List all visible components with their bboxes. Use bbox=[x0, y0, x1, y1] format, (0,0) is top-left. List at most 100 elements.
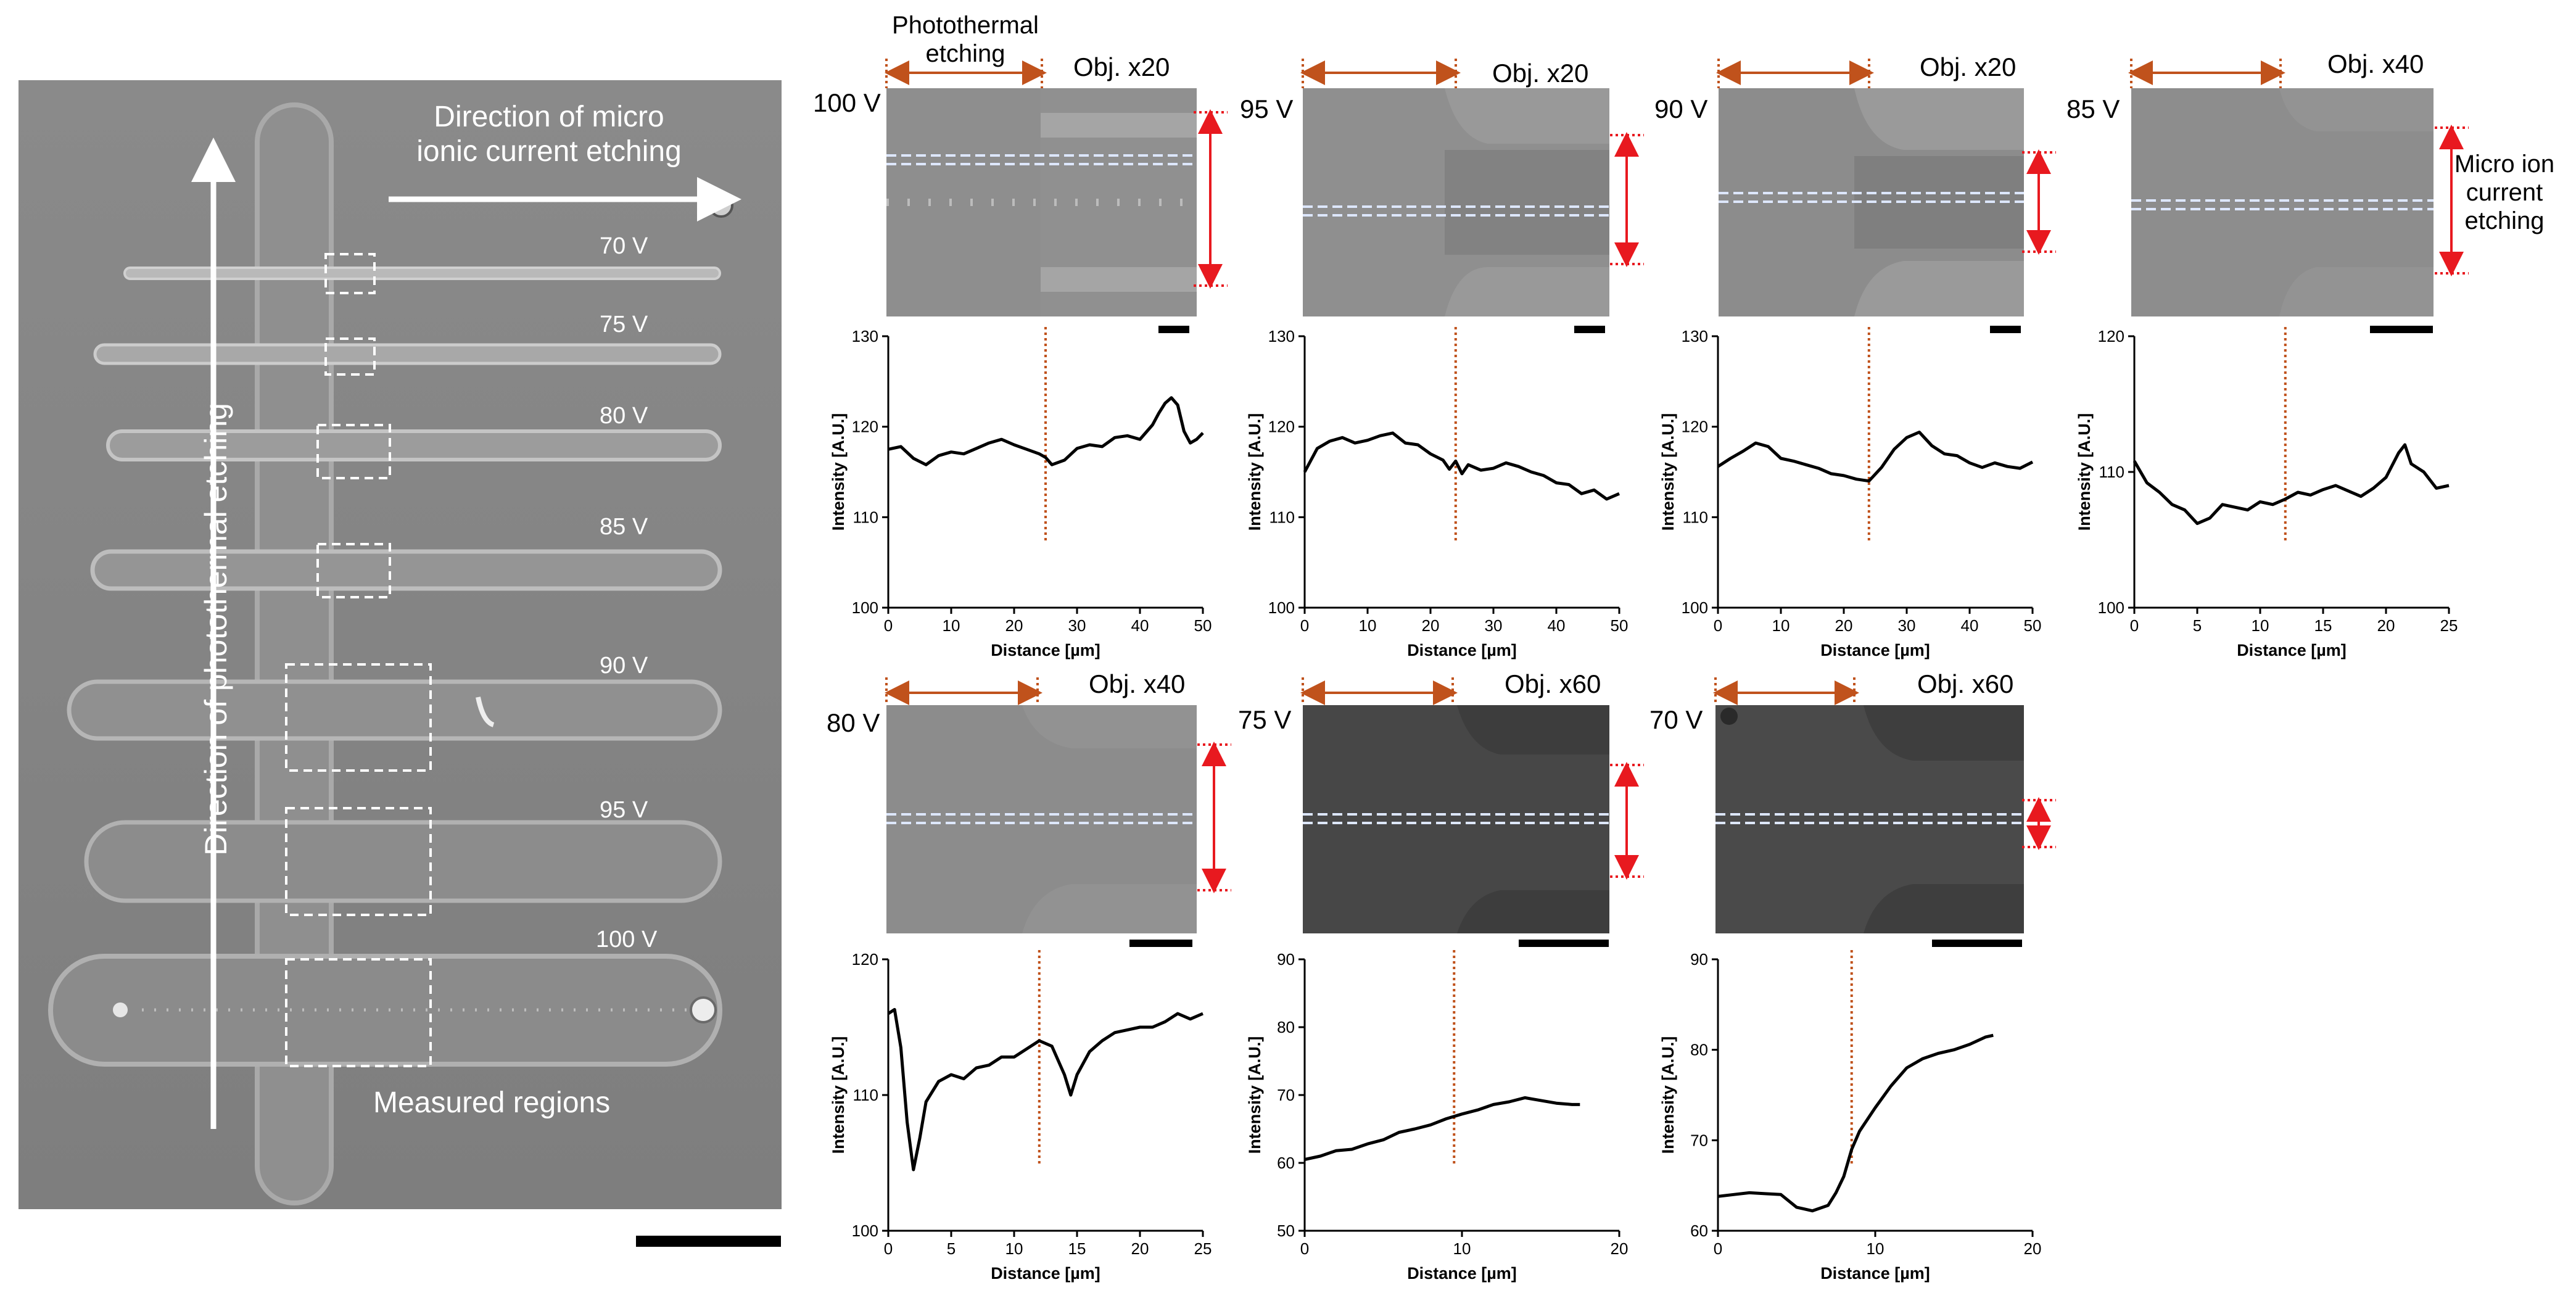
y-axis-label: Intensity [A.U.] bbox=[1659, 1036, 1677, 1154]
overview-label-90v: 90 V bbox=[600, 653, 648, 679]
x-tick-label: 40 bbox=[1131, 616, 1149, 635]
measurement-lines bbox=[886, 154, 2434, 824]
x-tick-label: 10 bbox=[1453, 1239, 1471, 1258]
x-tick-label: 20 bbox=[1611, 1239, 1629, 1258]
y-tick-label: 100 bbox=[852, 1222, 878, 1240]
y-tick-label: 60 bbox=[1277, 1154, 1295, 1172]
y-tick-label: 80 bbox=[1690, 1041, 1708, 1059]
micro-ion-range-ticks bbox=[1194, 111, 2469, 891]
y-tick-label: 130 bbox=[1682, 327, 1708, 345]
intensity-chart-85v: 100 110 120 0 5 10 15 20 25 Distance [µm] Intensit… bbox=[2075, 327, 2458, 659]
x-tick-label: 40 bbox=[1548, 616, 1566, 635]
intensity-trace bbox=[2132, 443, 2450, 526]
voltage-label-70v: 70 V bbox=[1649, 705, 1703, 734]
y-tick-label: 70 bbox=[1277, 1086, 1295, 1104]
intensity-chart-75v: 50 60 70 80 90 0 10 20 Distance [µm] Intensity [A… bbox=[1245, 950, 1629, 1283]
photothermal-range-arrows bbox=[885, 60, 2285, 705]
y-tick-label: 100 bbox=[852, 598, 878, 617]
photothermal-edge-lines bbox=[885, 59, 2282, 705]
intensity-chart-80v: 100 110 120 0 5 10 15 20 25 Distance [µm] Intensit… bbox=[829, 950, 1212, 1283]
x-tick-label: 0 bbox=[2130, 616, 2139, 635]
scale-bar-85v bbox=[2370, 326, 2433, 333]
intensity-chart-90v: 100 110 120 130 0 10 20 30 40 50 Distance [µm] Inte… bbox=[1659, 327, 2042, 659]
scale-bar-100v bbox=[1158, 326, 1189, 333]
x-tick-label: 30 bbox=[1898, 616, 1916, 635]
y-tick-label: 130 bbox=[1268, 327, 1295, 345]
y-tick-label: 60 bbox=[1690, 1222, 1708, 1240]
x-axis-label: Distance [µm] bbox=[991, 1264, 1100, 1283]
channel-80v bbox=[106, 429, 722, 461]
y-tick-label: 120 bbox=[2098, 327, 2124, 345]
scale-bar-75v bbox=[1519, 940, 1609, 947]
y-tick-label: 110 bbox=[2099, 463, 2124, 481]
overview-label-95v: 95 V bbox=[600, 797, 648, 823]
panel-image-70v bbox=[1715, 705, 2024, 933]
x-tick-label: 40 bbox=[1961, 616, 1979, 635]
channel-85v bbox=[90, 549, 722, 591]
y-axis-label: Intensity [A.U.] bbox=[829, 413, 848, 531]
y-tick-label: 90 bbox=[1690, 950, 1708, 969]
y-tick-label: 100 bbox=[2098, 598, 2124, 617]
scale-bar-90v bbox=[1990, 326, 2021, 333]
panel-image-85v bbox=[2131, 88, 2434, 316]
y-axis-label: Intensity [A.U.] bbox=[2075, 413, 2094, 531]
y-tick-label: 120 bbox=[852, 950, 878, 969]
x-axis-label: Distance [µm] bbox=[1820, 641, 1930, 659]
x-tick-label: 0 bbox=[884, 1239, 893, 1258]
particle bbox=[690, 996, 717, 1023]
x-tick-label: 10 bbox=[1867, 1239, 1885, 1258]
y-tick-label: 80 bbox=[1277, 1018, 1295, 1036]
y-tick-label: 120 bbox=[1682, 418, 1708, 436]
panel-image-80v bbox=[886, 705, 1197, 933]
vertical-etched-channel bbox=[255, 102, 334, 1205]
x-tick-label: 0 bbox=[1300, 1239, 1309, 1258]
y-axis-label: Intensity [A.U.] bbox=[1659, 413, 1677, 531]
channel-70v bbox=[123, 267, 721, 280]
x-tick-label: 0 bbox=[1714, 1239, 1722, 1258]
x-tick-label: 5 bbox=[2193, 616, 2202, 635]
x-tick-label: 0 bbox=[1300, 616, 1309, 635]
voltage-label-90v: 90 V bbox=[1654, 94, 1708, 123]
voltage-label-80v: 80 V bbox=[827, 708, 880, 737]
objective-label-95v: Obj. x20 bbox=[1492, 59, 1589, 88]
measured-region-boxes bbox=[285, 253, 432, 1067]
x-tick-label: 20 bbox=[1005, 616, 1023, 635]
y-tick-label: 130 bbox=[852, 327, 878, 345]
voltage-label-85v: 85 V bbox=[2066, 94, 2120, 123]
y-tick-label: 110 bbox=[853, 1086, 878, 1104]
x-tick-label: 15 bbox=[1068, 1239, 1086, 1258]
intensity-trace bbox=[1303, 431, 1620, 501]
x-tick-label: 10 bbox=[1005, 1239, 1023, 1258]
x-axis-label: Distance [µm] bbox=[991, 641, 1100, 659]
overview-label-70v: 70 V bbox=[600, 233, 648, 259]
overview-label-75v: 75 V bbox=[600, 312, 648, 337]
y-tick-label: 120 bbox=[1268, 418, 1295, 436]
scale-bar-80v bbox=[1129, 940, 1192, 947]
overview-label-100v: 100 V bbox=[596, 927, 658, 953]
y-tick-label: 50 bbox=[1277, 1222, 1295, 1240]
micro-ion-current-etching-label: Micro ion current etching bbox=[2454, 151, 2555, 234]
y-tick-label: 90 bbox=[1277, 950, 1295, 969]
panel-image-100v bbox=[886, 88, 1197, 316]
x-tick-label: 10 bbox=[943, 616, 960, 635]
x-axis-label: Distance [µm] bbox=[1407, 1264, 1517, 1283]
objective-label-100v: Obj. x20 bbox=[1073, 52, 1170, 81]
x-tick-label: 20 bbox=[2377, 616, 2395, 635]
objective-label-85v: Obj. x40 bbox=[2327, 49, 2424, 78]
x-axis-label: Distance [µm] bbox=[1407, 641, 1517, 659]
measured-regions-label: Measured regions bbox=[373, 1086, 611, 1119]
scale-bar-95v bbox=[1574, 326, 1605, 333]
panel-image-75v bbox=[1303, 705, 1609, 933]
x-tick-label: 50 bbox=[2024, 616, 2042, 635]
x-tick-label: 5 bbox=[947, 1239, 956, 1258]
voltage-label-95v: 95 V bbox=[1240, 94, 1294, 123]
x-axis-label: Distance [µm] bbox=[1820, 1264, 1930, 1283]
voltage-label-75v: 75 V bbox=[1238, 705, 1292, 734]
y-tick-label: 120 bbox=[852, 418, 878, 436]
micro-ion-range-arrows bbox=[1198, 109, 2464, 893]
scale-bar-70v bbox=[1932, 940, 2022, 947]
x-axis-label: Distance [µm] bbox=[2237, 641, 2347, 659]
x-tick-label: 50 bbox=[1611, 616, 1629, 635]
micro-ionic-direction-label: Direction of micro ionic current etching bbox=[416, 101, 682, 168]
